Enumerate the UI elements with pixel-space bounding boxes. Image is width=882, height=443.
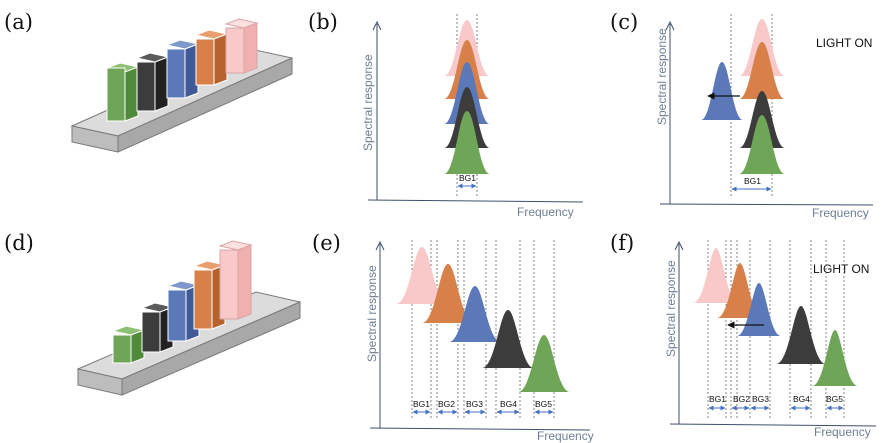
peak-pink-e [396,247,448,304]
light-on-c: LIGHT ON [816,36,872,50]
bg-label-e-2: BG2 [438,399,455,409]
peaks-e [396,247,570,392]
y-axis-e [375,240,385,428]
bg-label-e-4: BG4 [500,399,517,409]
panel-b: (b) Spectral response Frequency BG1 [308,10,584,219]
block-pink-a [224,18,259,74]
peak-black-f [776,306,826,364]
xlabel-f: Frequency [814,425,871,439]
block-orange-a [194,29,229,86]
peak-green-b [444,111,490,174]
ylabel-f: Spectral response [664,260,678,357]
bg-label-f-5: BG5 [826,394,843,404]
peaks-c [701,19,785,174]
block-green-a [105,62,140,122]
panel-d: (d) [4,231,302,396]
y-axis-b [372,20,382,200]
bg-label-f-2: BG2 [733,394,750,404]
panel-d-label: (d) [4,231,34,255]
peak-green-e [518,335,570,392]
peak-black-e [482,310,534,368]
panel-a: (a) [4,10,294,153]
xlabel-e: Frequency [537,429,594,443]
panel-b-label: (b) [308,10,338,34]
bg-label-b-1: BG1 [459,173,476,183]
panel-e-label: (e) [312,231,341,255]
xlabel-b: Frequency [517,205,574,219]
peak-blue-f [737,283,781,336]
bg-label-f-3: BG3 [752,394,769,404]
resonator-blocks-d [111,240,253,364]
bg-label-e-3: BG3 [466,399,483,409]
ylabel-b: Spectral response [361,54,375,151]
block-black-a [135,52,170,112]
panel-f: (f) Spectral response Frequency LIGHT ON [610,231,877,439]
peak-green-f [812,330,858,386]
xlabel-c: Frequency [812,206,869,220]
bg-label-f-1: BG1 [709,394,726,404]
ylabel-c: Spectral response [655,28,669,125]
block-blue-a [165,39,200,99]
panel-c: (c) Spectral response Frequency LIGHT ON… [610,10,874,220]
peak-blue-c [701,62,743,120]
block-green-d [111,325,146,364]
bg-label-c-1: BG1 [744,176,761,186]
peaks-f [693,248,858,386]
x-axis-f [669,423,877,427]
ylabel-e: Spectral response [365,265,379,362]
peak-blue-e [449,286,501,342]
panel-f-label: (f) [610,231,634,255]
x-axis-b [367,199,584,203]
band-lines-f [707,240,845,418]
panel-c-label: (c) [610,10,638,34]
light-on-f: LIGHT ON [813,262,869,276]
panel-e: (e) Spectral response Frequency [312,231,594,443]
x-axis-c [659,203,874,206]
peak-orange-c [739,42,785,99]
bg-label-e-1: BG1 [413,399,430,409]
resonator-blocks-a [105,18,259,122]
peaks-b [444,20,490,174]
peak-orange-e [422,264,474,323]
bg-label-e-5: BG5 [535,399,552,409]
peak-green-c [739,115,785,174]
x-axis-e [369,427,591,431]
y-axis-f [674,240,684,424]
block-pink-d [218,240,253,320]
panel-a-label: (a) [4,10,33,34]
peak-pink-f [693,248,739,303]
y-axis-c [665,20,675,204]
bg-label-f-4: BG4 [793,394,810,404]
